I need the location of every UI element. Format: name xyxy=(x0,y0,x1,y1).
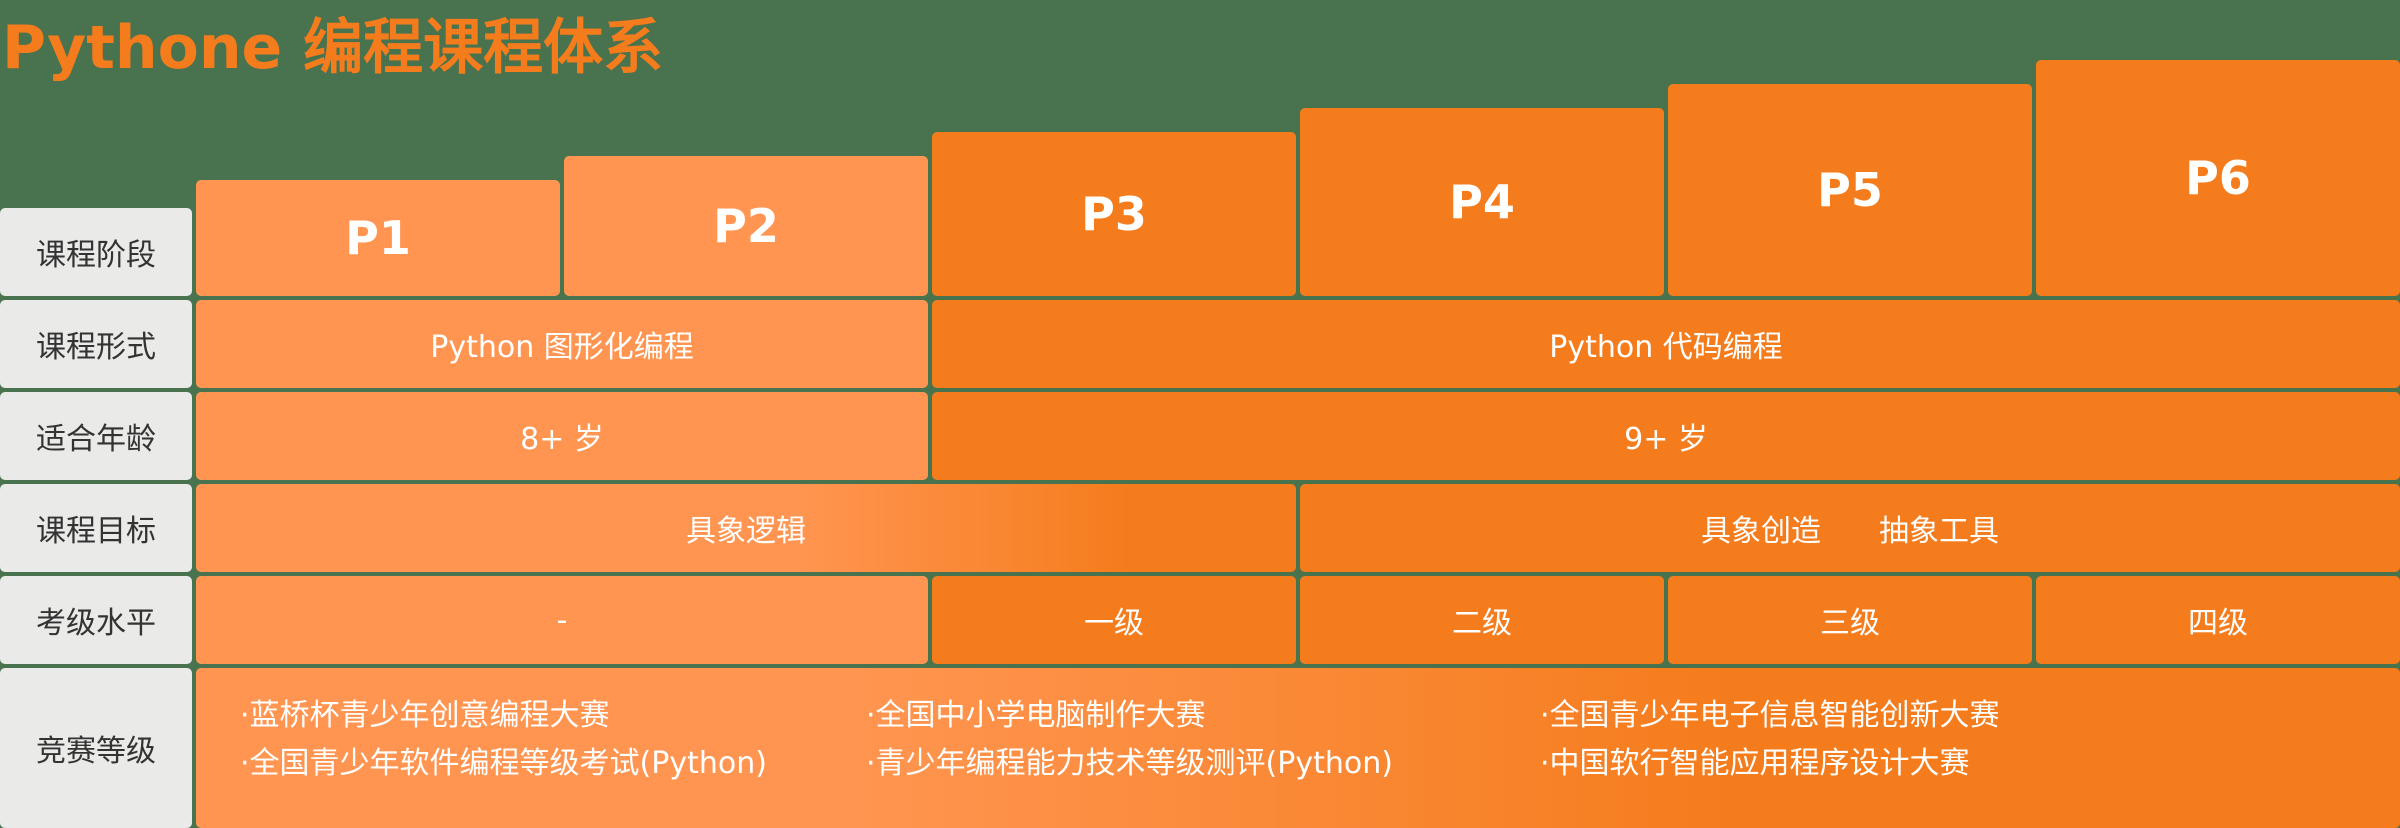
competition-panel: ·蓝桥杯青少年创意编程大赛 ·全国青少年软件编程等级考试(Python) ·全国… xyxy=(196,668,2400,828)
competition-item: ·中国软行智能应用程序设计大赛 xyxy=(1540,746,1970,781)
stage-p2: P2 xyxy=(564,156,928,296)
format-graphical: Python 图形化编程 xyxy=(196,300,928,388)
row-label-format: 课程形式 xyxy=(0,300,192,388)
stage-p5: P5 xyxy=(1668,84,2032,296)
competition-column-3: ·全国青少年电子信息智能创新大赛 ·中国软行智能应用程序设计大赛 xyxy=(1540,696,2000,784)
page-title: Pythone 编程课程体系 xyxy=(2,13,664,83)
competition-column-2: ·全国中小学电脑制作大赛 ·青少年编程能力技术等级测评(Python) xyxy=(866,696,1393,784)
competition-item: ·全国中小学电脑制作大赛 xyxy=(866,698,1206,733)
competition-item: ·青少年编程能力技术等级测评(Python) xyxy=(866,746,1393,781)
format-code: Python 代码编程 xyxy=(932,300,2400,388)
stage-p1: P1 xyxy=(196,180,560,296)
row-label-competition: 竞赛等级 xyxy=(0,668,192,828)
exam-p4: 二级 xyxy=(1300,576,1664,664)
row-label-goal: 课程目标 xyxy=(0,484,192,572)
row-label-stage: 课程阶段 xyxy=(0,208,192,296)
competition-item: ·全国青少年软件编程等级考试(Python) xyxy=(240,746,767,781)
goal-creation-abstraction: 具象创造 抽象工具 xyxy=(1300,484,2400,572)
stage-p3: P3 xyxy=(932,132,1296,296)
stage-p4: P4 xyxy=(1300,108,1664,296)
competition-column-1: ·蓝桥杯青少年创意编程大赛 ·全国青少年软件编程等级考试(Python) xyxy=(240,696,767,784)
exam-p6: 四级 xyxy=(2036,576,2400,664)
exam-p5: 三级 xyxy=(1668,576,2032,664)
age-code: 9+ 岁 xyxy=(932,392,2400,480)
exam-p1-p2: - xyxy=(196,576,928,664)
competition-item: ·蓝桥杯青少年创意编程大赛 xyxy=(240,698,610,733)
row-label-age: 适合年龄 xyxy=(0,392,192,480)
goal-concrete-logic: 具象逻辑 xyxy=(196,484,1296,572)
age-graphical: 8+ 岁 xyxy=(196,392,928,480)
goal-abstract-tools: 抽象工具 xyxy=(1879,514,1999,549)
exam-p3: 一级 xyxy=(932,576,1296,664)
goal-concrete-creation: 具象创造 xyxy=(1701,514,1821,549)
competition-item: ·全国青少年电子信息智能创新大赛 xyxy=(1540,698,2000,733)
stage-p6: P6 xyxy=(2036,60,2400,296)
row-label-exam: 考级水平 xyxy=(0,576,192,664)
